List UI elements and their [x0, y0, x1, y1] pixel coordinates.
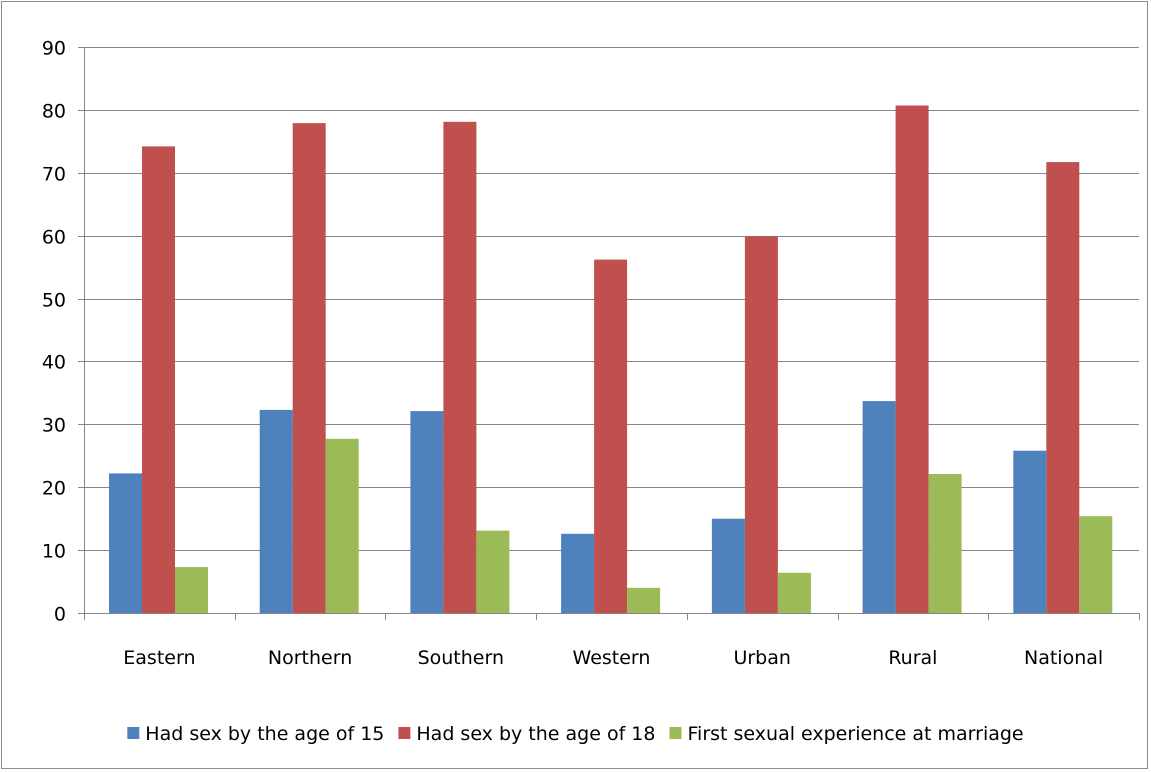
bar-western-series-1	[561, 533, 595, 613]
y-tick-label: 90	[42, 38, 66, 60]
bar-northern-series-3	[325, 438, 359, 613]
bar-western-series-2	[594, 259, 628, 613]
bar-urban-series-1	[711, 518, 745, 613]
y-tick-label: 40	[42, 352, 66, 374]
x-tick-label: Urban	[733, 647, 790, 669]
bar-western-series-3	[627, 587, 661, 613]
legend-swatch-series-1	[127, 727, 140, 739]
y-tick-label: 80	[42, 101, 66, 123]
axes	[78, 47, 1140, 620]
bar-rural-series-3	[928, 474, 962, 613]
y-tick-label: 20	[42, 478, 66, 500]
bar-eastern-series-3	[175, 567, 208, 613]
bar-northern-series-2	[292, 123, 326, 613]
x-tick-label: National	[1024, 647, 1103, 669]
bar-urban-series-3	[777, 572, 811, 613]
y-tick-label: 50	[42, 290, 66, 312]
y-axis-ticks: 0 10 20 30 40 50 60 70 80 90	[42, 38, 66, 626]
legend-label-series-1: Had sex by the age of 15	[145, 723, 384, 745]
x-tick-label: Southern	[418, 647, 504, 669]
bar-southern-series-3	[476, 530, 510, 613]
bar-rural-series-2	[895, 105, 929, 613]
legend-label-series-3: First sexual experience at marriage	[688, 723, 1024, 745]
bar-northern-series-1	[259, 409, 293, 613]
y-tick-label: 30	[42, 415, 66, 437]
bars	[109, 105, 1113, 614]
bar-national-series-2	[1046, 162, 1080, 613]
bar-rural-series-1	[862, 401, 896, 613]
x-tick-label: Eastern	[123, 647, 195, 669]
bar-national-series-1	[1013, 450, 1047, 613]
bar-eastern-series-1	[109, 473, 142, 613]
bar-national-series-3	[1079, 516, 1113, 613]
legend-swatch-series-2	[398, 727, 411, 739]
x-tick-label: Western	[573, 647, 651, 669]
x-tick-label: Rural	[888, 647, 937, 669]
legend: Had sex by the age of 15 Had sex by the a…	[127, 723, 1024, 745]
legend-swatch-series-3	[669, 727, 682, 739]
bar-eastern-series-2	[142, 146, 175, 613]
bar-urban-series-2	[744, 236, 778, 614]
y-tick-label: 60	[42, 227, 66, 249]
x-axis-ticks: Eastern Northern Southern Western Urban Rural…	[123, 647, 1103, 669]
y-tick-label: 10	[42, 541, 66, 563]
x-tick-label: Northern	[268, 647, 352, 669]
y-tick-label: 70	[42, 164, 66, 186]
legend-label-series-2: Had sex by the age of 18	[416, 723, 655, 745]
bar-southern-series-1	[410, 411, 444, 613]
bar-southern-series-2	[443, 121, 477, 614]
y-tick-label: 0	[54, 604, 66, 626]
